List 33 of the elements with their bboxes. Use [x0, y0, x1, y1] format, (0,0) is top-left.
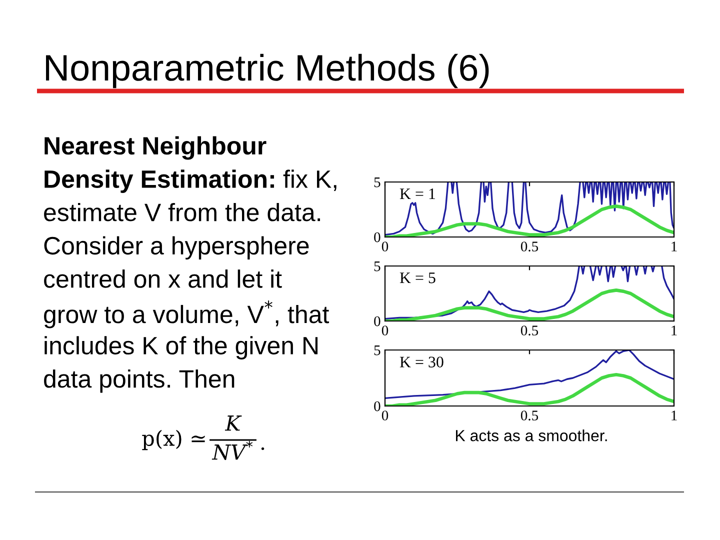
y-tick-label: 5 [374, 178, 380, 188]
text: Nonparametric Methods (6) [46, 54, 489, 88]
text: grow to a volume, V$^{*}$, that [44, 300, 330, 328]
x-tick-label: 0.5 [520, 410, 538, 420]
x-tick-label: 0 [382, 242, 388, 252]
x-tick-label: 1 [672, 242, 677, 252]
y-tick-label: 0 [374, 232, 380, 242]
text: Consider a hypersphere [44, 236, 309, 260]
annotation: K = 5 [400, 272, 436, 284]
x-tick-label: 0 [382, 410, 388, 420]
text: p(x) ≃ [142, 430, 205, 450]
y-tick-label: 0 [374, 316, 380, 326]
text: estimate V from the data. [44, 202, 320, 222]
annotation: K = 1 [400, 188, 436, 200]
text: fix K, [283, 170, 336, 191]
x-tick-label: 1 [672, 326, 677, 336]
x-tick-label: 1 [672, 410, 677, 420]
x-tick-label: 0.5 [520, 326, 538, 336]
text: includes K of the given N [44, 336, 318, 360]
x-tick-label: 0 [382, 326, 388, 336]
text: Density Estimation: [44, 170, 274, 193]
y-tick-label: 0 [374, 401, 380, 412]
x-tick-label: 0.5 [520, 242, 538, 252]
annotation: K = 30 [400, 356, 444, 368]
text: centred on x and let it [44, 270, 282, 288]
y-tick-label: 5 [374, 262, 380, 272]
y-tick-label: 5 [374, 346, 380, 356]
text: Nearest Neighbour [44, 136, 266, 160]
text: NV$^{*}$ [212, 440, 253, 460]
text: . [261, 447, 264, 450]
text: K acts as a smoother. [456, 430, 607, 442]
text: K [224, 415, 242, 431]
text: data points. Then [44, 369, 234, 393]
